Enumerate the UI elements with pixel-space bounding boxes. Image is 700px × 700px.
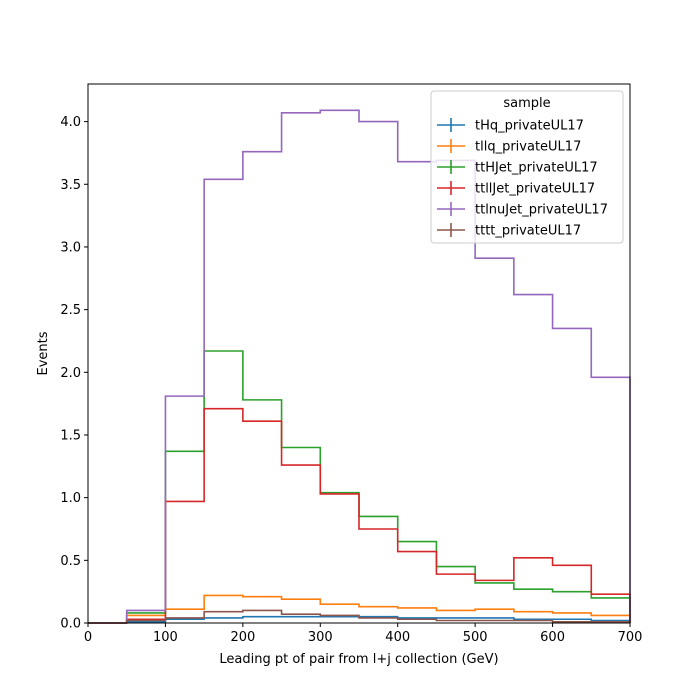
axes-frame <box>87 83 631 624</box>
y-axis-label: Events <box>36 331 51 375</box>
x-tick-label: 0 <box>84 630 92 645</box>
y-tick-label: 0.0 <box>60 617 81 632</box>
legend-label: tllq_privateUL17 <box>475 140 581 155</box>
legend-entries: tHq_privateUL17 tllq_privateUL17 ttHJet_pr… <box>437 118 608 239</box>
y-tick-label: 1.0 <box>60 491 81 506</box>
x-axis-ticks: 0 100 200 300 400 500 600 700 <box>84 623 643 645</box>
legend-entry-tllq-privateul17: tllq_privateUL17 <box>437 139 581 155</box>
series-line-ttlljet-privateul17 <box>88 407 631 624</box>
series-tttt-privateul17 <box>88 609 631 624</box>
legend-entry-ttlljet-privateul17: ttllJet_privateUL17 <box>437 181 595 197</box>
legend-label: tHq_privateUL17 <box>475 119 584 134</box>
x-tick-label: 400 <box>385 630 410 645</box>
series-line-ttlnujet-privateul17 <box>88 109 631 624</box>
legend-entry-ttlnujet-privateul17: ttlnuJet_privateUL17 <box>437 202 608 218</box>
legend-entry-tttt-privateul17: tttt_privateUL17 <box>437 223 581 239</box>
series-line-tllq-privateul17 <box>88 594 631 624</box>
series-line-tttt-privateul17 <box>88 609 631 624</box>
x-tick-label: 100 <box>153 630 178 645</box>
series-ttlljet-privateul17 <box>88 407 631 624</box>
y-tick-label: 3.5 <box>60 178 81 193</box>
series-ttlnujet-privateul17 <box>88 109 631 624</box>
legend-entry-thq-privateul17: tHq_privateUL17 <box>437 118 584 134</box>
legend-label: ttllJet_privateUL17 <box>475 182 595 197</box>
legend-label: ttHJet_privateUL17 <box>475 161 598 176</box>
y-tick-label: 4.0 <box>60 115 81 130</box>
legend: sample tHq_privateUL17 tllq_privateUL17tt… <box>430 90 624 244</box>
legend-label: tttt_privateUL17 <box>475 224 581 239</box>
y-tick-label: 2.0 <box>60 366 81 381</box>
legend-title: sample <box>503 96 550 111</box>
series-tllq-privateul17 <box>88 594 631 624</box>
x-tick-label: 700 <box>618 630 643 645</box>
legend-entry-tthjet-privateul17: ttHJet_privateUL17 <box>437 160 598 176</box>
y-tick-label: 3.0 <box>60 240 81 255</box>
x-tick-label: 200 <box>230 630 255 645</box>
legend-label: ttlnuJet_privateUL17 <box>475 203 608 218</box>
x-tick-label: 300 <box>308 630 333 645</box>
y-tick-label: 0.5 <box>60 554 81 569</box>
x-axis-label: Leading pt of pair from l+j collection (… <box>219 652 498 667</box>
y-tick-label: 2.5 <box>60 303 81 318</box>
series-tthjet-privateul17 <box>88 350 631 624</box>
series-line-tthjet-privateul17 <box>88 350 631 624</box>
y-tick-label: 1.5 <box>60 428 81 443</box>
legend-box <box>430 90 624 244</box>
plot-series <box>88 109 631 624</box>
x-tick-label: 600 <box>540 630 565 645</box>
y-axis-ticks: 0.0 0.5 1.0 1.5 2.0 2.5 3.0 3.5 4.0 <box>60 115 88 632</box>
x-tick-label: 500 <box>463 630 488 645</box>
